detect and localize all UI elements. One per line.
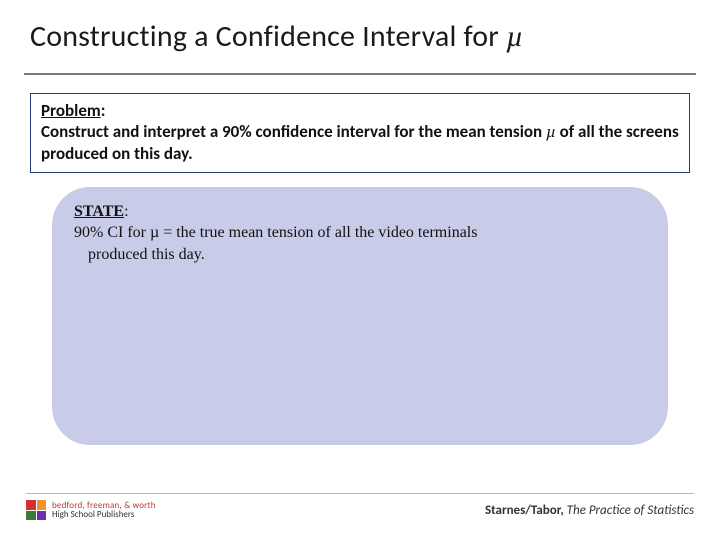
state-content: STATE: 90% CI for µ = the true mean tens… [74, 201, 646, 266]
footer-divider [26, 493, 694, 494]
problem-box: Problem: Construct and interpret a 90% c… [30, 93, 690, 173]
state-label: STATE [74, 203, 124, 220]
attribution: Starnes/Tabor, The Practice of Statistic… [485, 503, 694, 518]
footer: bedford, freeman, & worth High School Pu… [0, 493, 720, 520]
attribution-authors: Starnes/Tabor, [485, 503, 567, 518]
attribution-book: The Practice of Statistics [567, 503, 694, 518]
footer-row: bedford, freeman, & worth High School Pu… [26, 500, 694, 520]
slide-title: Constructing a Confidence Interval for µ [30, 18, 690, 55]
title-divider [24, 73, 696, 75]
slide: Constructing a Confidence Interval for µ… [0, 0, 720, 540]
state-colon: : [124, 203, 128, 220]
state-line2: produced this day. [74, 244, 646, 266]
state-line1: 90% CI for µ = the true mean tension of … [74, 224, 477, 241]
problem-colon: : [101, 100, 106, 121]
title-prefix: Constructing a Confidence Interval for [30, 18, 506, 55]
title-area: Constructing a Confidence Interval for µ [0, 0, 720, 67]
logo-line2: High School Publishers [52, 510, 156, 519]
problem-text-before: Construct and interpret a 90% confidence… [41, 121, 546, 142]
problem-mu-symbol: µ [546, 122, 556, 141]
problem-label: Problem [41, 100, 101, 121]
logo-mark-icon [26, 500, 46, 520]
problem-text: Construct and interpret a 90% confidence… [41, 121, 679, 164]
title-mu-symbol: µ [506, 20, 524, 53]
problem-content: Problem: Construct and interpret a 90% c… [41, 100, 679, 164]
state-text: 90% CI for µ = the true mean tension of … [74, 222, 646, 265]
state-box: STATE: 90% CI for µ = the true mean tens… [52, 187, 668, 445]
publisher-logo: bedford, freeman, & worth High School Pu… [26, 500, 156, 520]
logo-text: bedford, freeman, & worth High School Pu… [52, 501, 156, 520]
